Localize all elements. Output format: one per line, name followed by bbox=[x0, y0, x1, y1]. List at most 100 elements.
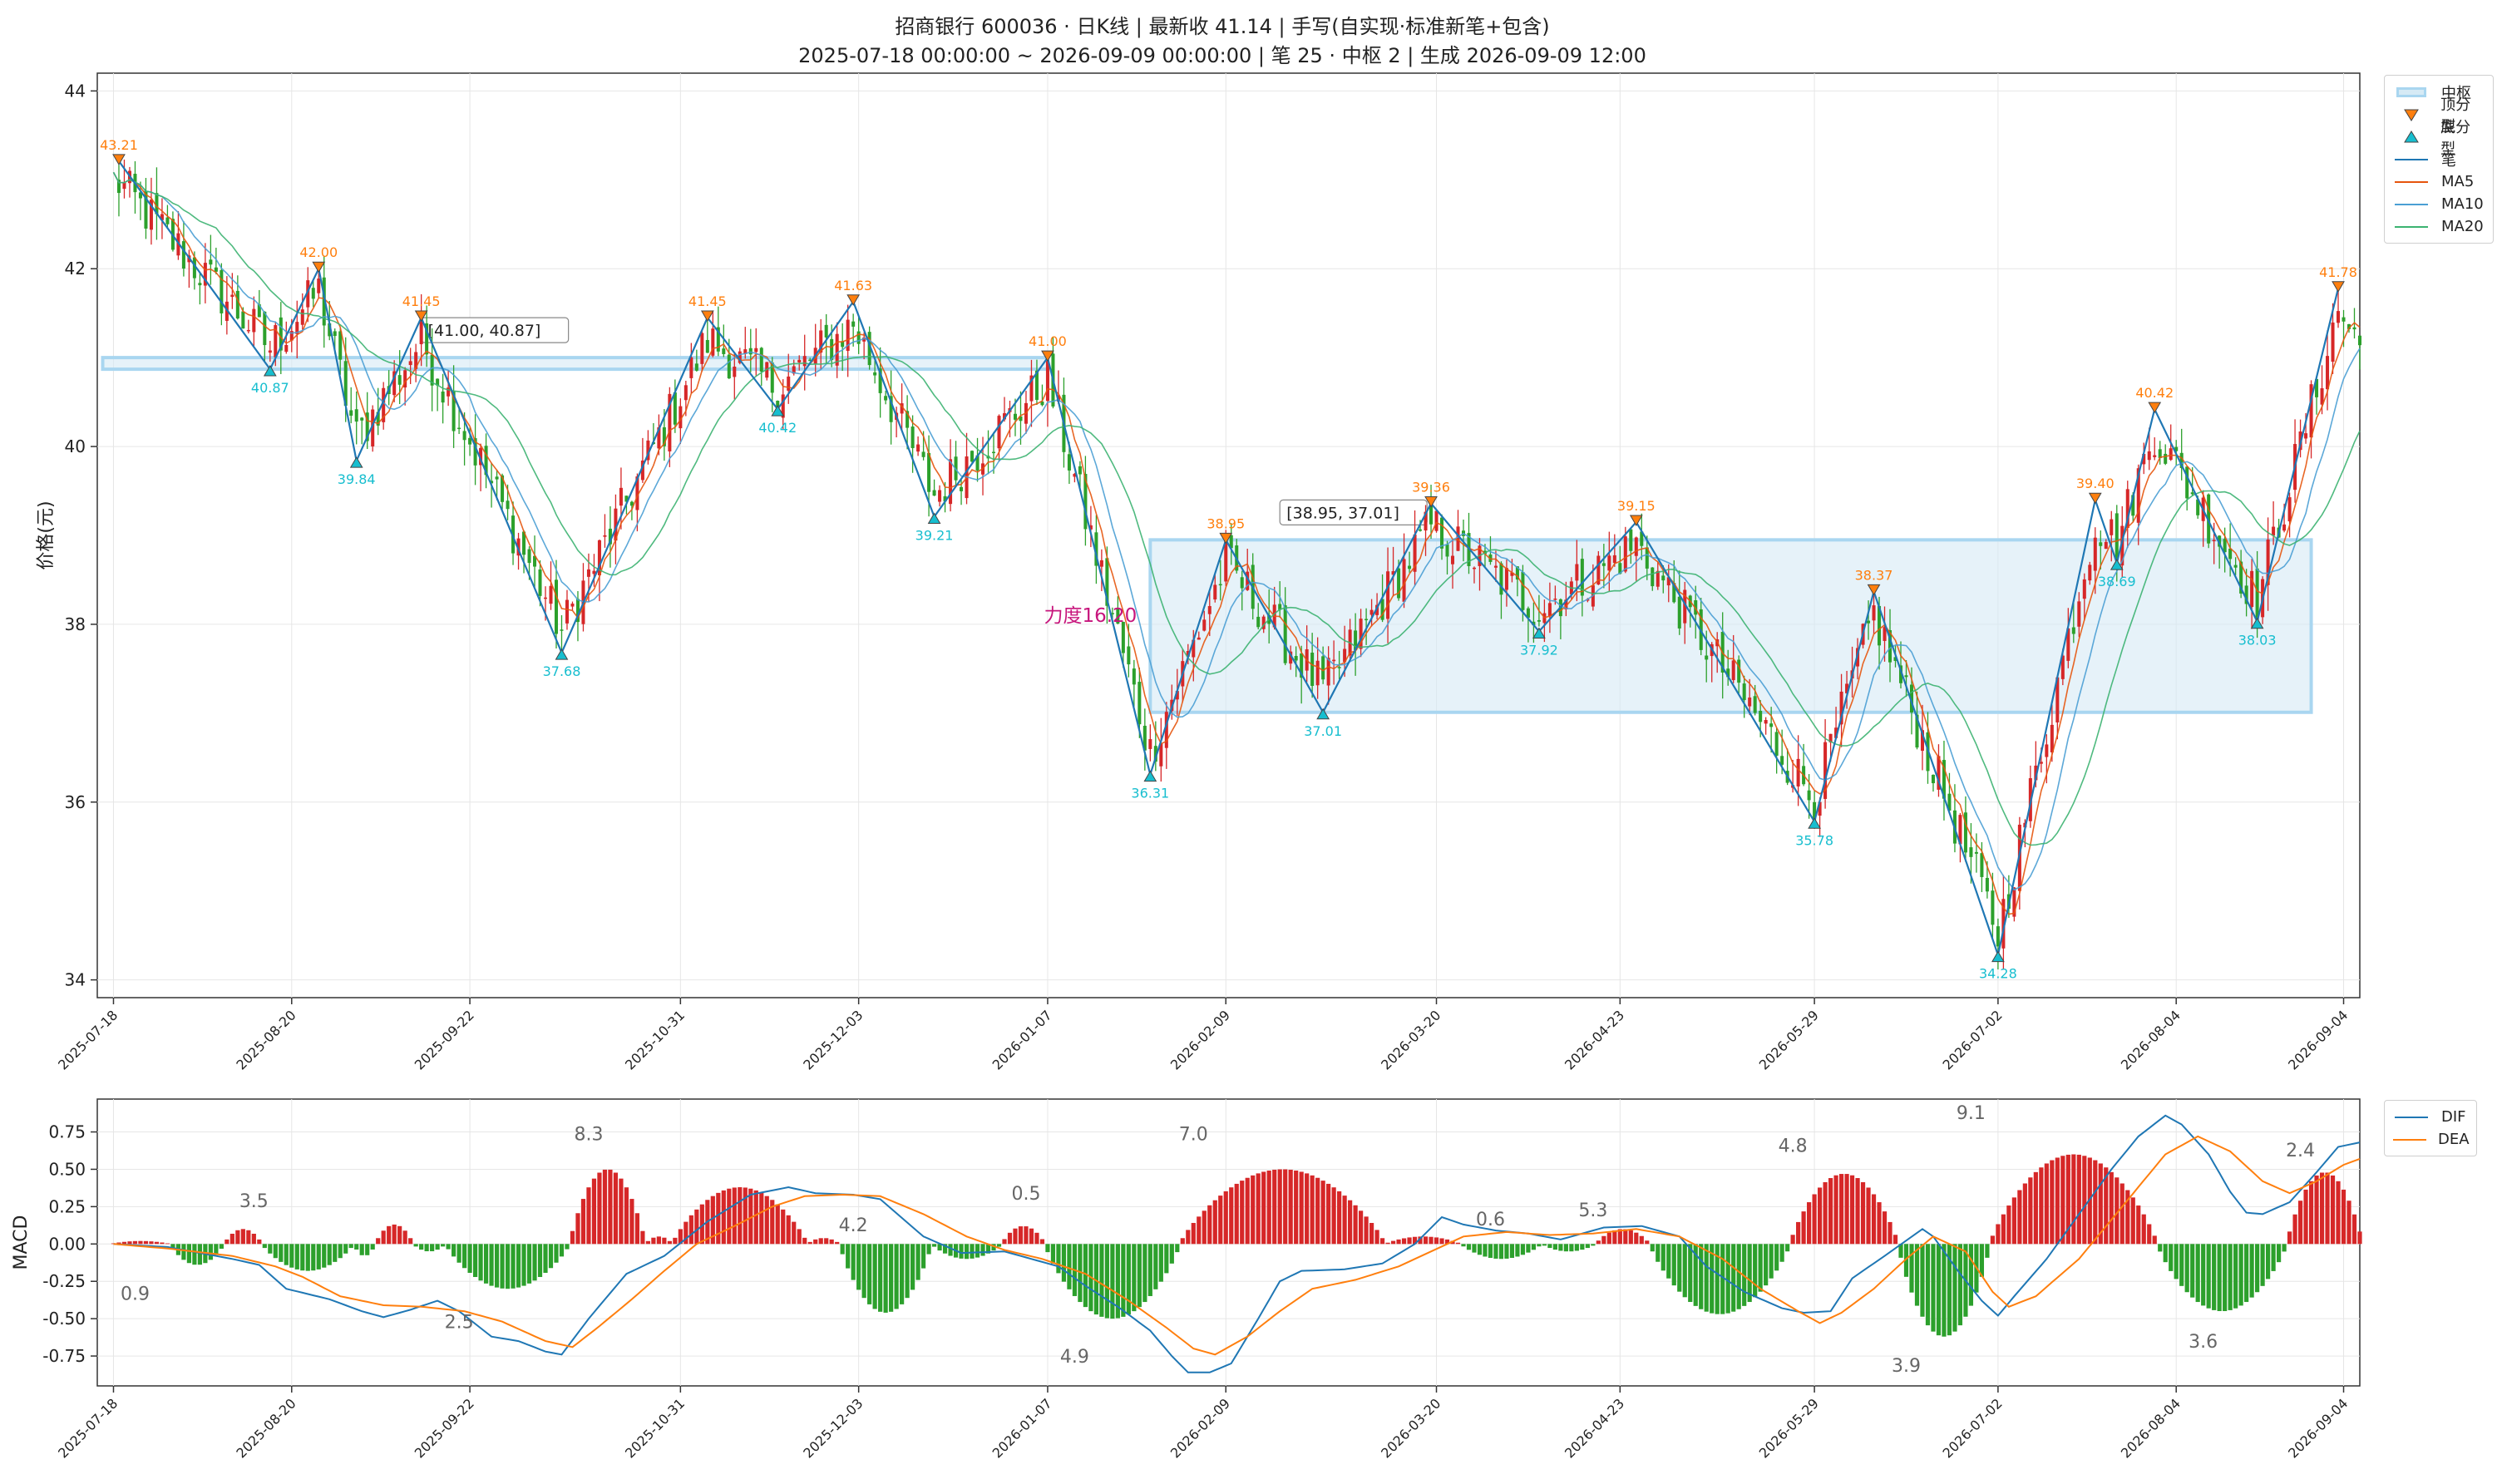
candle-body bbox=[1132, 668, 1136, 685]
macd-hist-bar bbox=[154, 1241, 160, 1245]
candle-body bbox=[338, 331, 343, 360]
macd-hist-bar bbox=[1477, 1244, 1483, 1255]
macd-hist-bar bbox=[1774, 1244, 1779, 1271]
candle-body bbox=[2304, 433, 2308, 439]
candle-body bbox=[403, 370, 407, 388]
macd-hist-bar bbox=[456, 1244, 461, 1263]
candle-body bbox=[2174, 446, 2179, 451]
macd-panel: -0.75 -0.50 -0.25 0.00 0.25 0.50 0.75 2025-07-1… bbox=[11, 1098, 2362, 1462]
candle-body bbox=[1818, 801, 1822, 816]
candle-body bbox=[2077, 601, 2081, 627]
macd-hist-bar bbox=[2098, 1163, 2103, 1245]
candle-body bbox=[1883, 627, 1887, 641]
candle-body bbox=[1823, 742, 1828, 799]
macd-area-label: 3.6 bbox=[2189, 1332, 2218, 1353]
macd-hist-bar bbox=[235, 1230, 240, 1245]
macd-hist-bar bbox=[602, 1169, 608, 1245]
macd-hist-bar bbox=[1261, 1171, 1266, 1245]
candle-body bbox=[2001, 899, 2006, 949]
candle-body bbox=[997, 416, 1001, 449]
candle-body bbox=[1780, 756, 1784, 765]
macd-xtick-label: 2026-08-04 bbox=[2118, 1395, 2184, 1461]
candle-body bbox=[851, 321, 856, 327]
price-legend: 中枢 顶分型 底分型 笔 MA5 MA10 MA20 bbox=[2384, 75, 2494, 244]
macd-hist-bar bbox=[613, 1172, 619, 1245]
macd-hist-bar bbox=[370, 1244, 375, 1250]
candle-body bbox=[2266, 539, 2270, 585]
candle-body bbox=[419, 318, 423, 345]
top-fractal-icon bbox=[414, 310, 428, 323]
top-fractal-marker: 43.21 bbox=[100, 137, 138, 165]
candle-body bbox=[1958, 815, 1962, 845]
candle-body bbox=[322, 277, 326, 326]
candle-body bbox=[1445, 544, 1449, 557]
candle-body bbox=[1526, 608, 1530, 619]
candle-body bbox=[538, 569, 542, 596]
macd-hist-bar bbox=[1283, 1169, 1288, 1245]
legend-label: MA5 bbox=[2441, 173, 2475, 190]
candle-body bbox=[1656, 570, 1660, 587]
bottom-fractal-label: 37.01 bbox=[1304, 723, 1342, 739]
candle-body bbox=[1240, 577, 1244, 589]
candle-body bbox=[1402, 559, 1406, 602]
candle-body bbox=[1985, 877, 1989, 892]
candle-body bbox=[635, 476, 639, 510]
candle-body bbox=[916, 444, 920, 452]
candle-body bbox=[608, 528, 612, 545]
macd-hist-bar bbox=[1871, 1194, 1877, 1245]
top-fractal-marker: 39.40 bbox=[2076, 476, 2115, 505]
macd-hist-bar bbox=[1801, 1211, 1806, 1245]
price-xtick-label: 2026-05-29 bbox=[1756, 1007, 1822, 1072]
macd-hist-bar bbox=[1212, 1200, 1217, 1245]
candle-body bbox=[1651, 567, 1655, 587]
top-fractal-marker: 42.00 bbox=[299, 244, 338, 274]
candle-body bbox=[1424, 511, 1428, 531]
macd-hist-bar bbox=[279, 1244, 284, 1262]
macd-hist-bar bbox=[127, 1241, 132, 1245]
macd-hist-bar bbox=[1455, 1242, 1461, 1245]
macd-hist-bar bbox=[2217, 1244, 2222, 1312]
macd-hist-bar bbox=[1061, 1244, 1067, 1282]
candle-body bbox=[2190, 492, 2194, 495]
top-fractal-marker: 41.45 bbox=[688, 293, 727, 323]
zhongshu-label: [41.00, 40.87] bbox=[421, 317, 570, 343]
macd-ytick-label: 0.25 bbox=[48, 1196, 86, 1216]
macd-hist-bar bbox=[688, 1215, 693, 1245]
candle-body bbox=[1164, 712, 1168, 748]
macd-hist-bar bbox=[619, 1178, 624, 1245]
macd-area-label: 9.1 bbox=[1957, 1103, 1986, 1124]
candle-body bbox=[1116, 609, 1120, 624]
macd-hist-bar bbox=[2308, 1181, 2314, 1245]
candles-group bbox=[116, 159, 2362, 970]
macd-hist-bar bbox=[2028, 1177, 2033, 1245]
macd-hist-bar bbox=[1785, 1244, 1790, 1252]
candle-body bbox=[2066, 628, 2070, 661]
candle-body bbox=[2196, 499, 2200, 515]
macd-hist-bar bbox=[294, 1244, 299, 1270]
macd-hist-bar bbox=[138, 1240, 143, 1245]
candle-body bbox=[203, 263, 207, 286]
top-fractal-label: 41.45 bbox=[402, 293, 441, 309]
candle-body bbox=[1963, 812, 1967, 853]
candle-body bbox=[1440, 517, 1444, 549]
macd-hist-bar bbox=[424, 1244, 429, 1252]
macd-hist-bar bbox=[165, 1243, 170, 1245]
candle-body bbox=[2104, 541, 2108, 550]
candle-body bbox=[408, 361, 412, 366]
candle-body bbox=[1596, 555, 1601, 585]
macd-hist-bar bbox=[1639, 1235, 1644, 1245]
candle-body bbox=[1769, 723, 1774, 727]
macd-area-label: 4.8 bbox=[1779, 1136, 1808, 1157]
candle-body bbox=[1737, 659, 1741, 683]
candle-body bbox=[501, 475, 505, 502]
macd-hist-bar bbox=[1369, 1222, 1374, 1245]
macd-hist-bar bbox=[225, 1239, 229, 1245]
macd-hist-bar bbox=[889, 1244, 894, 1312]
macd-hist-bar bbox=[197, 1244, 202, 1265]
legend-label: DIF bbox=[2441, 1108, 2466, 1126]
macd-xtick-label: 2026-02-09 bbox=[1167, 1395, 1233, 1461]
macd-hist-bar bbox=[915, 1244, 920, 1280]
price-xtick-label: 2026-07-02 bbox=[1940, 1007, 2006, 1072]
macd-hist-bar bbox=[2055, 1157, 2060, 1245]
